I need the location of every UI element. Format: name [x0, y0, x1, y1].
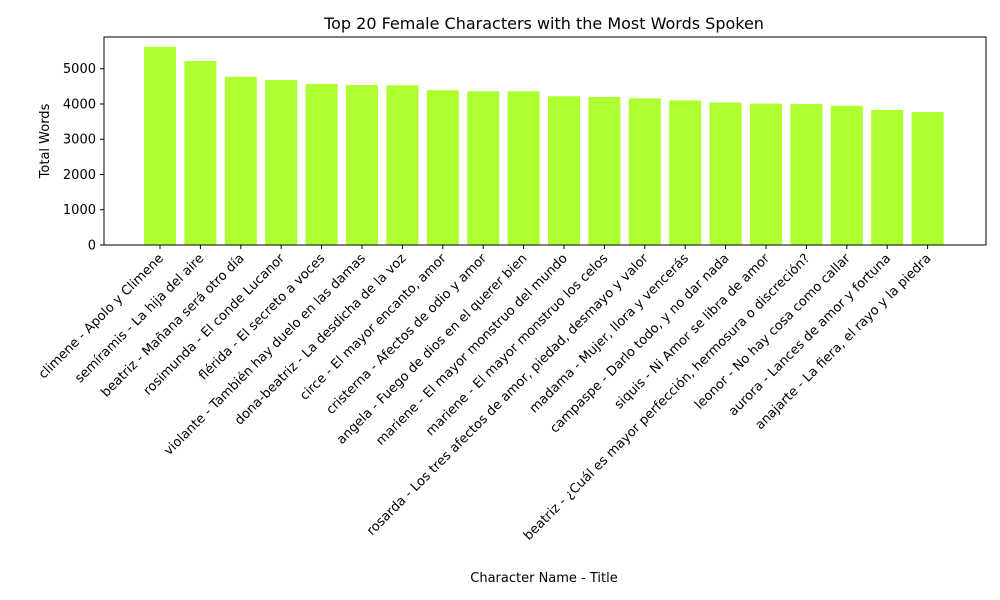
y-tick-label: 0 — [88, 239, 96, 254]
bar — [709, 102, 742, 246]
y-tick-label: 5000 — [63, 62, 96, 77]
bar — [588, 96, 621, 245]
plot-frame — [103, 36, 987, 246]
bar — [265, 80, 298, 246]
bar — [144, 46, 176, 245]
bar — [305, 83, 338, 245]
x-tick-label: angela - Fuego de dios en el querer bien — [334, 251, 530, 447]
bar — [386, 85, 419, 245]
bar — [507, 91, 540, 245]
x-axis-label: Character Name - Title — [470, 571, 617, 586]
bar — [224, 76, 257, 246]
bar — [184, 60, 217, 245]
bar — [830, 105, 863, 246]
y-tick-label: 4000 — [63, 97, 96, 112]
y-tick-label: 3000 — [63, 133, 96, 148]
bar — [548, 96, 580, 246]
bar — [750, 103, 782, 245]
bar — [467, 91, 500, 245]
y-tick-label: 1000 — [63, 203, 96, 218]
bar — [346, 84, 378, 245]
chart-title: Top 20 Female Characters with the Most W… — [323, 14, 764, 33]
bar — [790, 103, 823, 245]
y-axis: 0 1000 2000 3000 4000 5000 — [63, 62, 104, 254]
x-tick-label: circe - El mayor encanto, amor — [297, 251, 450, 404]
bar — [911, 112, 944, 245]
bars-group — [144, 46, 944, 246]
y-tick-label: 2000 — [63, 168, 96, 183]
bar — [669, 100, 702, 245]
bar — [871, 109, 904, 245]
y-axis-label: Total Words — [38, 103, 53, 179]
bar — [628, 98, 661, 245]
bar — [426, 90, 459, 245]
